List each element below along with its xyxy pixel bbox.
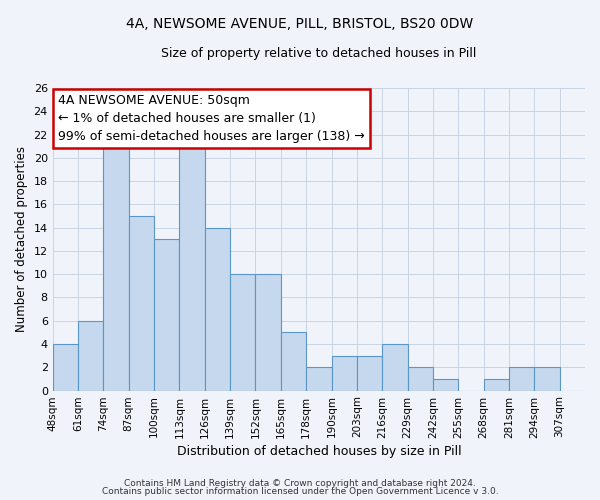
Bar [407, 368, 433, 390]
Bar [332, 356, 357, 390]
Text: 4A, NEWSOME AVENUE, PILL, BRISTOL, BS20 0DW: 4A, NEWSOME AVENUE, PILL, BRISTOL, BS20 … [127, 18, 473, 32]
Bar [53, 344, 78, 391]
Bar [256, 274, 281, 390]
Bar [230, 274, 256, 390]
Bar [484, 379, 509, 390]
Text: Contains HM Land Registry data © Crown copyright and database right 2024.: Contains HM Land Registry data © Crown c… [124, 478, 476, 488]
Bar [382, 344, 407, 391]
Bar [179, 134, 205, 390]
Bar [78, 321, 103, 390]
Bar [357, 356, 382, 390]
Bar [433, 379, 458, 390]
Bar [306, 368, 332, 390]
Title: Size of property relative to detached houses in Pill: Size of property relative to detached ho… [161, 48, 476, 60]
Bar [129, 216, 154, 390]
Bar [205, 228, 230, 390]
Bar [535, 368, 560, 390]
Bar [154, 240, 179, 390]
X-axis label: Distribution of detached houses by size in Pill: Distribution of detached houses by size … [176, 444, 461, 458]
Bar [509, 368, 535, 390]
Bar [281, 332, 306, 390]
Y-axis label: Number of detached properties: Number of detached properties [15, 146, 28, 332]
Bar [103, 146, 129, 390]
Text: 4A NEWSOME AVENUE: 50sqm
← 1% of detached houses are smaller (1)
99% of semi-det: 4A NEWSOME AVENUE: 50sqm ← 1% of detache… [58, 94, 365, 143]
Text: Contains public sector information licensed under the Open Government Licence v : Contains public sector information licen… [101, 487, 499, 496]
